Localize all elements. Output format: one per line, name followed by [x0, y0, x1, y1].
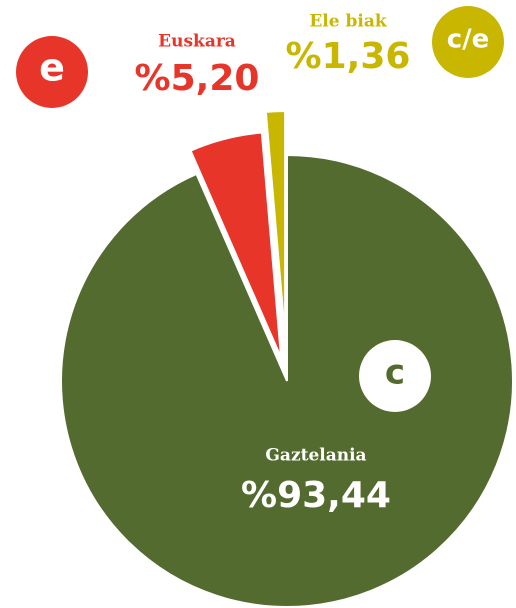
value-label: %93,44	[241, 475, 391, 516]
icon-text: c/e	[447, 25, 490, 55]
value-label: %1,36	[286, 36, 411, 77]
icon-text: c	[385, 353, 405, 393]
value-label: %5,20	[135, 58, 260, 99]
icon-badge	[16, 36, 88, 108]
category-label: Euskara	[158, 32, 236, 52]
icon-text: e	[39, 46, 65, 90]
pie-slice	[60, 153, 514, 608]
pie-slice	[189, 131, 283, 359]
icon-badge	[432, 6, 504, 78]
category-label: Gaztelania	[265, 446, 366, 466]
icon-badge	[359, 340, 431, 412]
pie-slice	[264, 110, 287, 338]
category-label: Ele biak	[309, 12, 388, 32]
